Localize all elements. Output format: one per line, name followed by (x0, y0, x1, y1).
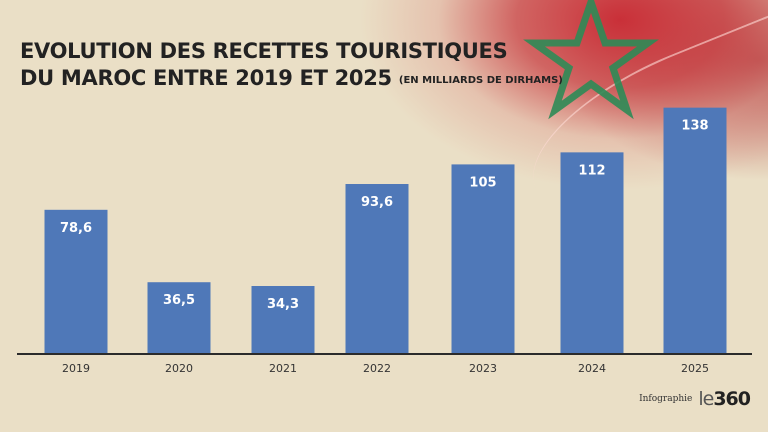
logo-prefix: le (698, 388, 714, 410)
data-label-2023: 105 (469, 175, 496, 190)
bar-2021 (251, 286, 315, 353)
bar-2019 (44, 209, 108, 353)
bar-2024 (560, 152, 624, 353)
data-label-2019: 78,6 (60, 221, 92, 236)
logo-number: 360 (713, 388, 751, 410)
bar-2020 (147, 282, 211, 353)
bar-2023 (451, 164, 515, 353)
data-label-2025: 138 (681, 119, 708, 134)
x-tick-label-2023: 2023 (469, 362, 497, 375)
credit: Infographie le360 (639, 388, 751, 410)
x-tick-label-2021: 2021 (269, 362, 297, 375)
data-label-2024: 112 (578, 163, 605, 178)
x-tick-label-2020: 2020 (165, 362, 193, 375)
title-line-1: EVOLUTION DES RECETTES TOURISTIQUES (20, 39, 508, 63)
data-label-2022: 93,6 (361, 195, 393, 210)
x-tick-label-2019: 2019 (62, 362, 90, 375)
le360-logo: le360 (698, 388, 751, 410)
title-line-2-text: DU MAROC ENTRE 2019 ET 2025 (20, 66, 392, 90)
bar-2025 (663, 107, 727, 353)
credit-label: Infographie (639, 394, 693, 404)
x-tick-label-2022: 2022 (363, 362, 391, 375)
title-unit: (EN MILLIARDS DE DIRHAMS) (398, 75, 563, 86)
x-tick-label-2025: 2025 (681, 362, 709, 375)
chart-title: EVOLUTION DES RECETTES TOURISTIQUES DU M… (20, 38, 563, 94)
data-label-2020: 36,5 (163, 293, 195, 308)
title-line-2: DU MAROC ENTRE 2019 ET 2025 (EN MILLIARD… (20, 65, 563, 94)
data-label-2021: 34,3 (267, 297, 299, 312)
morocco-star-icon (523, 0, 659, 120)
x-tick-label-2024: 2024 (578, 362, 606, 375)
bar-2022 (345, 184, 409, 353)
